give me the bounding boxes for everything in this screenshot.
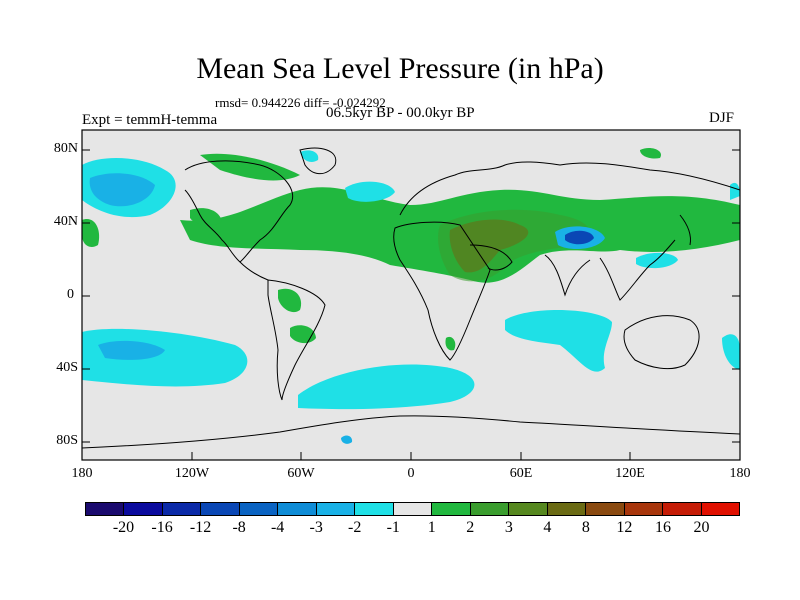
colorbar-label: -16 (151, 519, 173, 536)
y-label-40s: 40S (56, 360, 78, 375)
negative-region-antarctic-spot (341, 435, 353, 444)
colorbar-label: -12 (189, 519, 212, 536)
x-label-0: 0 (407, 466, 415, 481)
colorbar-box (432, 503, 471, 515)
colorbar-box (701, 503, 739, 515)
y-label-40n: 40N (53, 214, 78, 229)
colorbar-box (393, 503, 433, 515)
coast-australia (623, 315, 700, 370)
positive-region-middle-east-mid (438, 209, 591, 282)
coast-south-america (267, 279, 326, 401)
colorbar-label: 12 (616, 519, 633, 536)
x-label-60e: 60E (509, 466, 533, 481)
experiment-label: Expt = temmH-temma (82, 112, 218, 128)
negative-region-south-pacific-core (98, 340, 165, 360)
negative-region-north-pacific-core (89, 173, 155, 207)
x-label-60w: 60W (287, 466, 315, 481)
colorbar-label: 2 (466, 519, 475, 536)
rmsd-diff-stats: rmsd= 0.944226 diff= -0.024292 (215, 95, 386, 110)
coast-africa (393, 221, 491, 361)
colorbar-label: 1 (427, 519, 436, 536)
positive-region-south-america (278, 288, 302, 313)
colorbar-label: 3 (504, 519, 513, 536)
negative-region-australia-east (722, 334, 740, 370)
colorbar-label: -20 (112, 519, 135, 536)
coast-southeast-asia (599, 239, 676, 301)
map-background (82, 130, 740, 460)
colorbar-box (86, 503, 125, 515)
colorbar-box (624, 503, 664, 515)
coast-europe (399, 161, 740, 216)
colorbar-box (470, 503, 510, 515)
negative-region-indian-ocean (505, 310, 612, 372)
coast-greenland (299, 147, 337, 175)
negative-region-east-asia (636, 252, 678, 269)
coast-antarctica (82, 415, 740, 449)
colorbar-label: -1 (386, 519, 400, 536)
colorbar-box (162, 503, 202, 515)
colorbar-box (547, 503, 587, 515)
negative-region-north-atlantic (345, 181, 395, 202)
positive-region-north-america (190, 208, 222, 226)
colorbar-box (124, 503, 163, 515)
y-label-80n: 80N (53, 141, 78, 156)
colorbar-label: 8 (581, 519, 590, 536)
map-title: Mean Sea Level Pressure (in hPa) (196, 52, 604, 85)
colorbar (85, 502, 740, 516)
coastlines (82, 147, 740, 449)
colorbar-box (316, 503, 356, 515)
coast-india (544, 254, 591, 297)
colorbar-label: -8 (232, 519, 246, 536)
colorbar-box (355, 503, 394, 515)
colorbar-box (278, 503, 317, 515)
colorbar-label: -2 (348, 519, 362, 536)
colorbar-label: 16 (654, 519, 671, 536)
positive-region-arctic (640, 147, 661, 159)
y-label-80s: 80S (56, 433, 78, 448)
colorbar-label: -3 (309, 519, 323, 536)
negative-region-tibet-core (565, 230, 594, 245)
colorbar-label: -4 (270, 519, 285, 536)
negative-region-greenland (300, 150, 319, 163)
colorbar-box (201, 503, 240, 515)
colorbar-box (509, 503, 548, 515)
season-label: DJF (709, 110, 735, 126)
y-label-0: 0 (67, 287, 74, 302)
colorbar-label: 20 (693, 519, 710, 536)
positive-region-southern-africa (445, 336, 456, 351)
x-label-180e: 180 (729, 466, 751, 481)
negative-region-south-atlantic (298, 364, 475, 410)
colorbar-box (239, 503, 279, 515)
axis-ticks (81, 149, 741, 460)
period-label: 06.5kyr BP - 00.0kyr BP (326, 105, 475, 121)
colorbar-label: 4 (543, 519, 552, 536)
coast-japan (679, 214, 691, 246)
positive-region-west-pacific (82, 219, 100, 247)
colorbar-box (663, 503, 702, 515)
colorbar-box (586, 503, 625, 515)
coast-arabia (469, 244, 513, 271)
x-label-180w: 180 (71, 466, 93, 481)
x-label-120w: 120W (174, 466, 210, 481)
coast-north-america (184, 160, 294, 263)
coast-central-america (239, 261, 269, 281)
x-label-120e: 120E (615, 466, 645, 481)
